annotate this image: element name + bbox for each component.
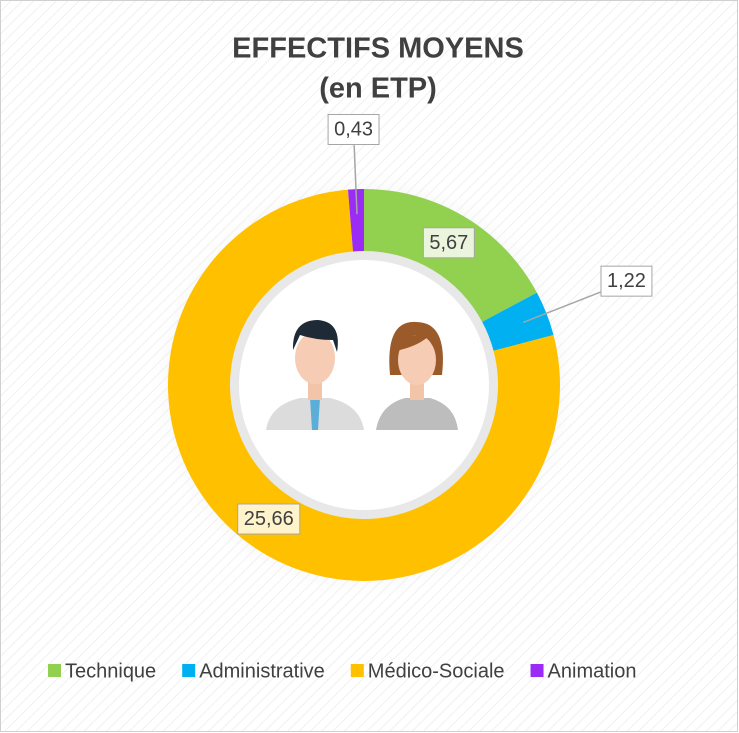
leader-line bbox=[522, 288, 609, 324]
data-label: 25,66 bbox=[244, 508, 294, 530]
legend-label: Administrative bbox=[199, 660, 325, 682]
legend-swatch bbox=[350, 664, 364, 677]
leader-line bbox=[353, 145, 358, 215]
center bbox=[239, 260, 489, 510]
data-label: 1,22 bbox=[607, 270, 646, 292]
data-label: 0,43 bbox=[334, 118, 373, 140]
legend-swatch bbox=[530, 664, 544, 677]
data-label: 5,67 bbox=[429, 232, 468, 254]
data-label-box bbox=[422, 227, 475, 259]
donut-slice bbox=[168, 189, 561, 581]
data-label-box bbox=[237, 503, 301, 535]
data-label-box bbox=[327, 113, 380, 145]
legend-label: Technique bbox=[65, 660, 156, 682]
data-label-box bbox=[600, 265, 653, 297]
chart-subtitle: (en ETP) bbox=[319, 73, 437, 105]
legend-label: Animation bbox=[548, 660, 637, 682]
legend-swatch bbox=[182, 664, 196, 677]
legend-swatch bbox=[48, 664, 61, 677]
donut-slice bbox=[482, 292, 554, 351]
people-icon bbox=[266, 320, 458, 430]
donut-slice bbox=[347, 189, 364, 252]
legend-label: Médico-Sociale bbox=[368, 660, 505, 682]
chart-title: EFFECTIFS MOYENS bbox=[232, 33, 524, 65]
